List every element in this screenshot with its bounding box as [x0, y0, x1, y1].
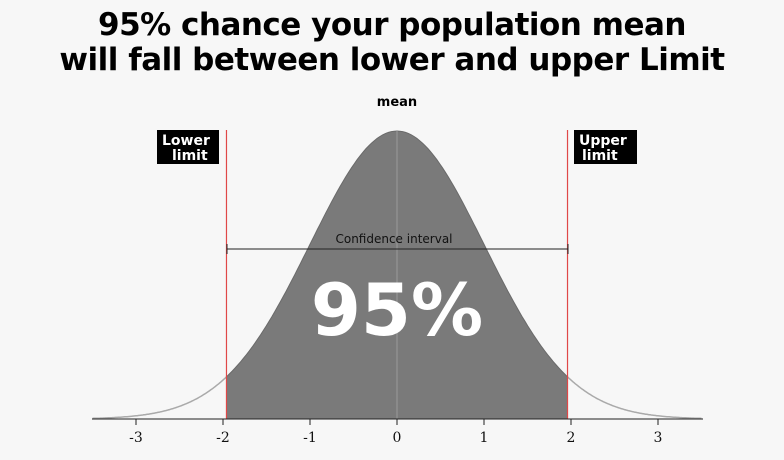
mean-label: mean: [377, 95, 417, 110]
confidence-interval-label: Confidence interval: [335, 232, 452, 246]
x-tick-label: -1: [303, 430, 317, 446]
upper-limit-label: Upper limit: [574, 130, 637, 164]
x-tick-label: 0: [393, 430, 402, 446]
x-tick-label: 3: [654, 430, 663, 446]
x-axis-ticks: -3 -2 -1 0 1 2 3: [129, 419, 662, 446]
title-line-2: will fall between lower and upper Limit: [59, 42, 725, 78]
x-tick-label: -3: [129, 430, 143, 446]
upper-limit-label-line2: limit: [582, 148, 618, 164]
left-tail-curve: [92, 376, 228, 420]
right-tail-curve: [566, 376, 702, 420]
confidence-interval-arrow: [226, 244, 569, 254]
title-line-1: 95% chance your population mean: [98, 7, 687, 43]
lower-limit-label-line2: limit: [172, 148, 208, 164]
x-tick-label: 1: [480, 430, 489, 446]
x-tick-label: 2: [567, 430, 576, 446]
lower-limit-label-line1: Lower: [162, 133, 210, 149]
upper-limit-label-line1: Upper: [579, 133, 627, 149]
x-tick-label: -2: [216, 430, 230, 446]
lower-limit-label: Lower limit: [157, 130, 219, 164]
percent-label: 95%: [311, 268, 483, 352]
